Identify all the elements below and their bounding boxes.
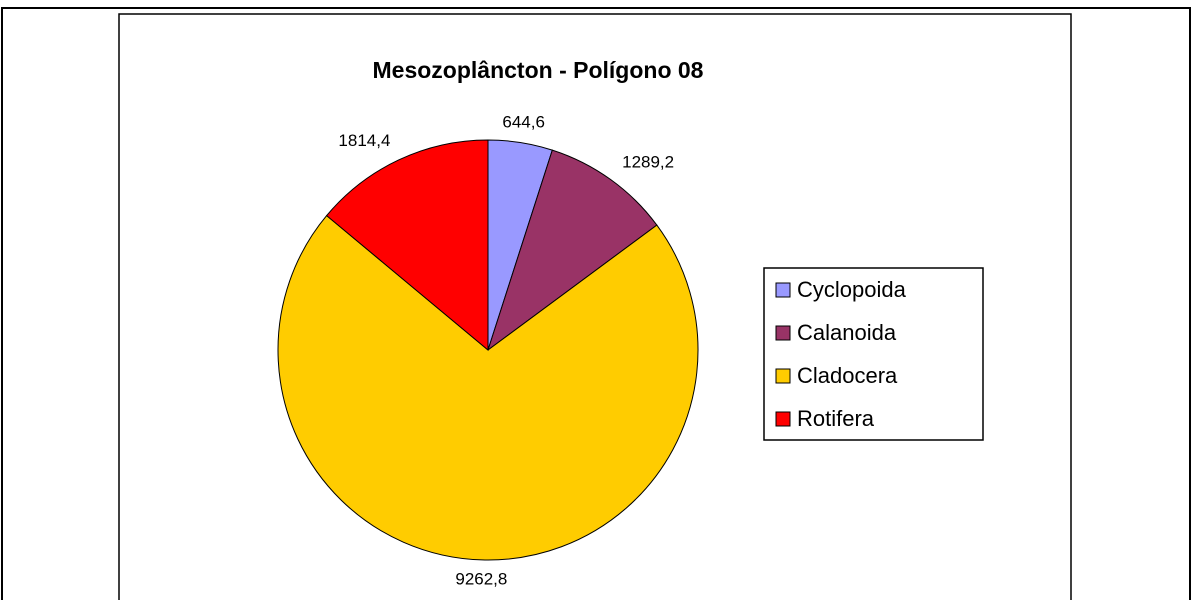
- chart-title: Mesozoplâncton - Polígono 08: [373, 57, 704, 83]
- data-label: 1814,4: [338, 131, 390, 150]
- pie-slice: [325, 139, 489, 352]
- data-label: 1289,2: [622, 153, 674, 172]
- legend-label: Cladocera: [797, 363, 898, 388]
- legend-label: Calanoida: [797, 320, 897, 345]
- pie-slice: [487, 149, 658, 352]
- legend-swatch: [775, 368, 791, 384]
- legend: [763, 267, 984, 441]
- pie-slice: [277, 214, 699, 561]
- data-label: 9262,8: [455, 569, 507, 588]
- legend-label: Rotifera: [797, 406, 875, 431]
- legend-swatch: [775, 282, 791, 298]
- legend-swatch: [775, 325, 791, 341]
- data-label: 644,6: [502, 112, 545, 131]
- legend-swatch: [775, 411, 791, 427]
- legend-label: Cyclopoida: [797, 277, 907, 302]
